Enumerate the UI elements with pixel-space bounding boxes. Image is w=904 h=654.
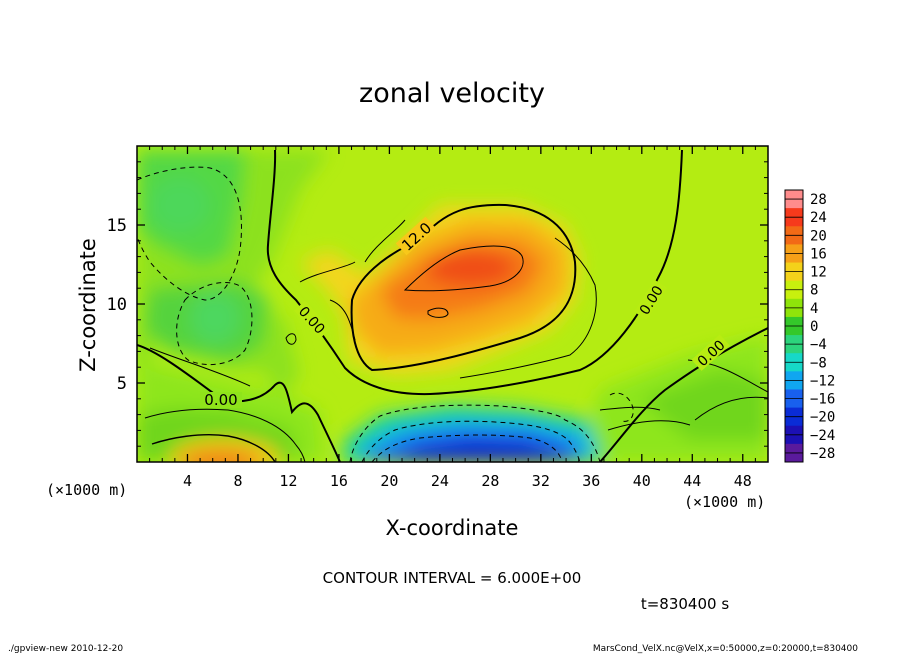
footer-right: MarsCond_VelX.nc@VelX,x=0:50000,z=0:2000… xyxy=(593,644,858,654)
x-tick-label: 40 xyxy=(633,472,651,490)
time-label: t=830400 s xyxy=(641,595,729,613)
colorbar-label: 20 xyxy=(810,228,827,244)
y-tick-label: 5 xyxy=(117,374,127,394)
colorbar-label: −16 xyxy=(810,392,835,408)
colorbar-label: −12 xyxy=(810,373,835,389)
colorbar-label: 16 xyxy=(810,246,827,262)
colorbar-label: −8 xyxy=(810,355,827,371)
x-tick-label: 36 xyxy=(582,472,600,490)
y-axis-title: Z-coordinate xyxy=(76,238,100,372)
colorbar-label: −20 xyxy=(810,410,835,426)
colorbar-label: 12 xyxy=(810,265,827,281)
chart-title: zonal velocity xyxy=(359,78,545,109)
colorbar-label: 4 xyxy=(810,301,818,317)
colorbar-label: 8 xyxy=(810,283,818,299)
x-tick-label: 44 xyxy=(683,472,701,490)
x-axis: 4 8 12 16 20 24 28 32 36 40 44 48 xyxy=(149,146,756,490)
colorbar-label: −24 xyxy=(810,428,835,444)
colorbar-label: 24 xyxy=(810,210,827,226)
footer-left: ./gpview-new 2010-12-20 xyxy=(8,644,123,654)
colorbar-label: −28 xyxy=(810,446,835,462)
x-tick-label: 16 xyxy=(330,472,348,490)
x-tick-label: 28 xyxy=(481,472,499,490)
x-axis-title: X-coordinate xyxy=(386,516,519,540)
colorbar-label: 0 xyxy=(810,319,818,335)
x-tick-label: 4 xyxy=(183,472,192,490)
x-tick-label: 24 xyxy=(431,472,449,490)
contour-interval-text: CONTOUR INTERVAL = 6.000E+00 xyxy=(323,569,582,587)
colorbar-label: 28 xyxy=(810,192,827,208)
x-units-label: (×1000 m) xyxy=(46,481,127,499)
colorbar: 28 24 20 16 12 8 4 0 −4 −8 −12 −16 −20 −24 −28 xyxy=(784,189,835,463)
y-tick-label: 15 xyxy=(107,216,127,236)
y-tick-label: 10 xyxy=(107,295,127,315)
x-tick-label: 48 xyxy=(734,472,752,490)
contour-label-zero-left: 0.00 xyxy=(204,391,237,409)
x-tick-label: 12 xyxy=(279,472,297,490)
x-tick-label: 20 xyxy=(380,472,398,490)
velocity-field xyxy=(137,146,768,462)
x-units-label-right: (×1000 m) xyxy=(684,493,765,511)
colorbar-label: −4 xyxy=(810,337,827,353)
x-tick-label: 8 xyxy=(233,472,242,490)
y-axis: 5 10 15 xyxy=(107,161,768,447)
x-tick-label: 32 xyxy=(532,472,550,490)
